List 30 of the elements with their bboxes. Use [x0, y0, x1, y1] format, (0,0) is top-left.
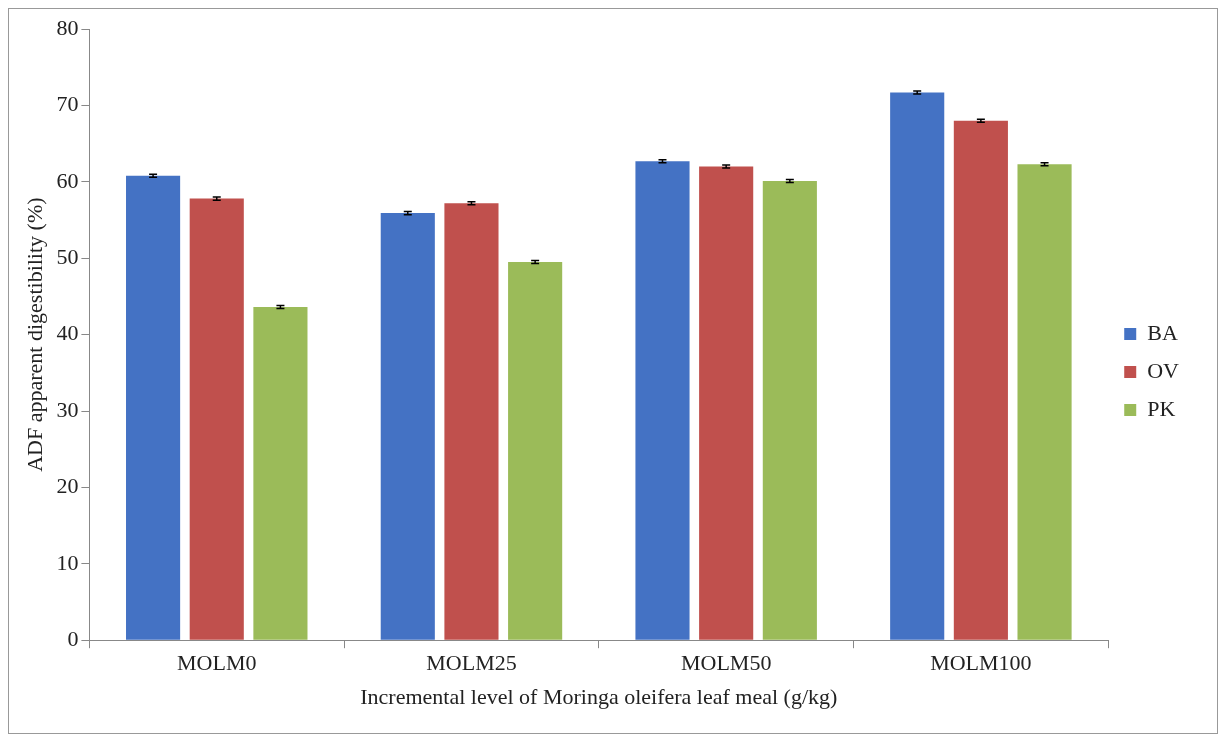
x-tick-label: MOLM100	[930, 650, 1032, 676]
x-tick-label: MOLM50	[680, 650, 772, 676]
x-tick-label: MOLM0	[177, 650, 257, 676]
bar	[1017, 164, 1072, 640]
bar	[953, 120, 1008, 640]
x-axis-title: Incremental level of Moringa oleifera leaf meal (g/kg)	[360, 683, 838, 709]
y-tick-label: 0	[67, 625, 79, 651]
y-tick-label: 30	[56, 396, 79, 422]
bar	[699, 166, 754, 640]
bar	[189, 198, 244, 640]
y-tick-label: 40	[56, 320, 79, 346]
y-tick-label: 80	[56, 14, 79, 40]
bar	[444, 203, 499, 640]
bar	[635, 161, 690, 640]
legend-label: BA	[1147, 319, 1178, 345]
y-tick-label: 60	[56, 167, 79, 193]
y-axis-title: ADF apparent digestibility (%)	[21, 197, 47, 472]
bar	[126, 175, 181, 640]
y-tick-label: 50	[56, 243, 79, 269]
x-tick-label: MOLM25	[426, 650, 517, 676]
y-tick-label: 70	[56, 91, 79, 117]
bar	[890, 92, 945, 640]
y-tick-label: 20	[56, 473, 79, 499]
legend-label: OV	[1147, 357, 1180, 383]
bar	[762, 181, 817, 640]
bar	[253, 307, 308, 640]
y-tick-label: 10	[56, 549, 79, 575]
bar	[508, 262, 563, 640]
bar	[380, 213, 435, 640]
legend-label: PK	[1147, 395, 1176, 421]
